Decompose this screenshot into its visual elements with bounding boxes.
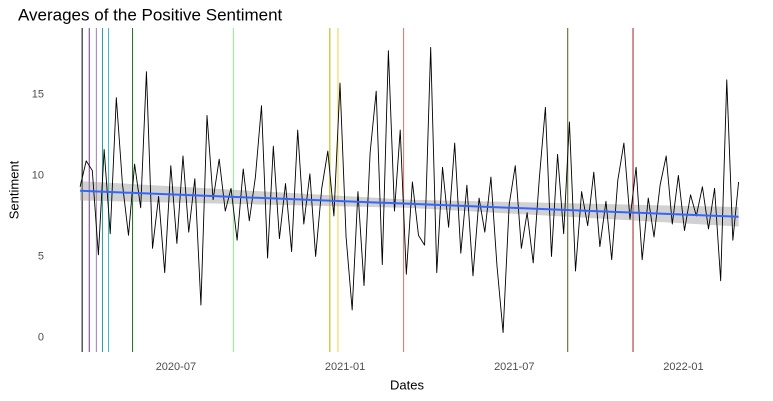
x-tick-label: 2022-01: [663, 361, 703, 373]
y-tick-label: 0: [38, 331, 44, 343]
y-tick-label: 5: [38, 250, 44, 262]
trend-line: [80, 189, 739, 218]
y-axis-title: Sentiment: [6, 160, 21, 219]
chart-title: Averages of the Positive Sentiment: [18, 5, 283, 24]
y-tick-label: 15: [32, 88, 44, 100]
x-tick-label: 2020-07: [156, 361, 196, 373]
x-tick-label: 2021-07: [494, 361, 534, 373]
x-axis-title: Dates: [390, 377, 424, 392]
y-tick-label: 10: [32, 169, 44, 181]
x-tick-label: 2021-01: [325, 361, 365, 373]
data-line: [79, 46, 740, 334]
